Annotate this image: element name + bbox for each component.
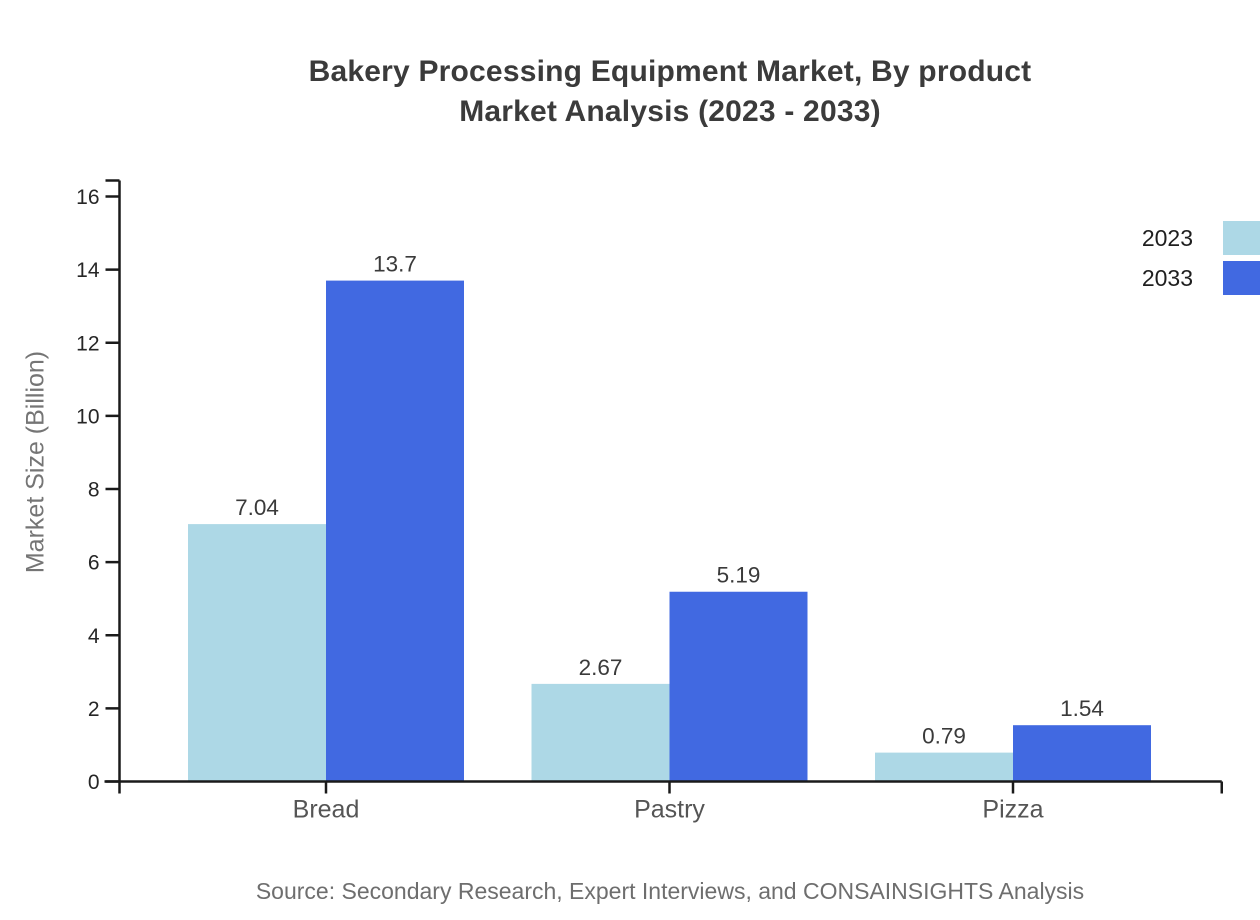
y-tick-label: 16: [76, 186, 99, 209]
y-tick-label: 2: [88, 698, 100, 721]
bar-2033-bread[interactable]: [326, 280, 464, 782]
bar-2033-pastry[interactable]: [669, 591, 808, 782]
y-tick-label: 4: [88, 625, 100, 648]
chart-title-line2: Market Analysis (2023 - 2033): [459, 95, 881, 128]
y-tick-label: 6: [88, 552, 100, 575]
x-category-label: Bread: [293, 796, 360, 824]
legend: 2023 2033: [1142, 221, 1260, 295]
bar-value-label-2023-pastry: 2.67: [579, 655, 623, 680]
source-note: Source: Secondary Research, Expert Inter…: [255, 878, 1085, 904]
bar-2033-pizza[interactable]: [1013, 725, 1151, 782]
chart-title-line1: Bakery Processing Equipment Market, By p…: [308, 55, 1032, 88]
legend-item-2033[interactable]: 2033: [1142, 261, 1260, 295]
bar-value-label-2023-pizza: 0.79: [922, 724, 966, 749]
y-tick-label: 10: [76, 405, 99, 428]
legend-label: 2033: [1141, 264, 1193, 291]
x-category-label: Pizza: [982, 796, 1043, 824]
chart-title: Bakery Processing Equipment Market, By p…: [90, 52, 1250, 132]
bar-value-label-2033-pastry: 5.19: [717, 563, 761, 588]
bar-2023-pastry[interactable]: [531, 683, 670, 782]
bar-value-label-2033-pizza: 1.54: [1060, 696, 1104, 721]
legend-swatch: [1223, 221, 1260, 255]
y-tick-label: 8: [88, 479, 100, 502]
x-category-label: Pastry: [634, 796, 705, 824]
y-tick-label: 14: [76, 259, 100, 282]
bar-value-label-2033-bread: 13.7: [373, 252, 417, 277]
bar-2023-pizza[interactable]: [875, 752, 1013, 782]
bar-2023-bread[interactable]: [188, 524, 326, 782]
legend-item-2023[interactable]: 2023: [1142, 221, 1260, 255]
legend-swatch: [1223, 261, 1260, 295]
bar-value-label-2023-bread: 7.04: [235, 495, 279, 520]
legend-label: 2023: [1141, 224, 1193, 251]
y-tick-label: 0: [88, 771, 100, 794]
y-tick-label: 12: [76, 332, 99, 355]
